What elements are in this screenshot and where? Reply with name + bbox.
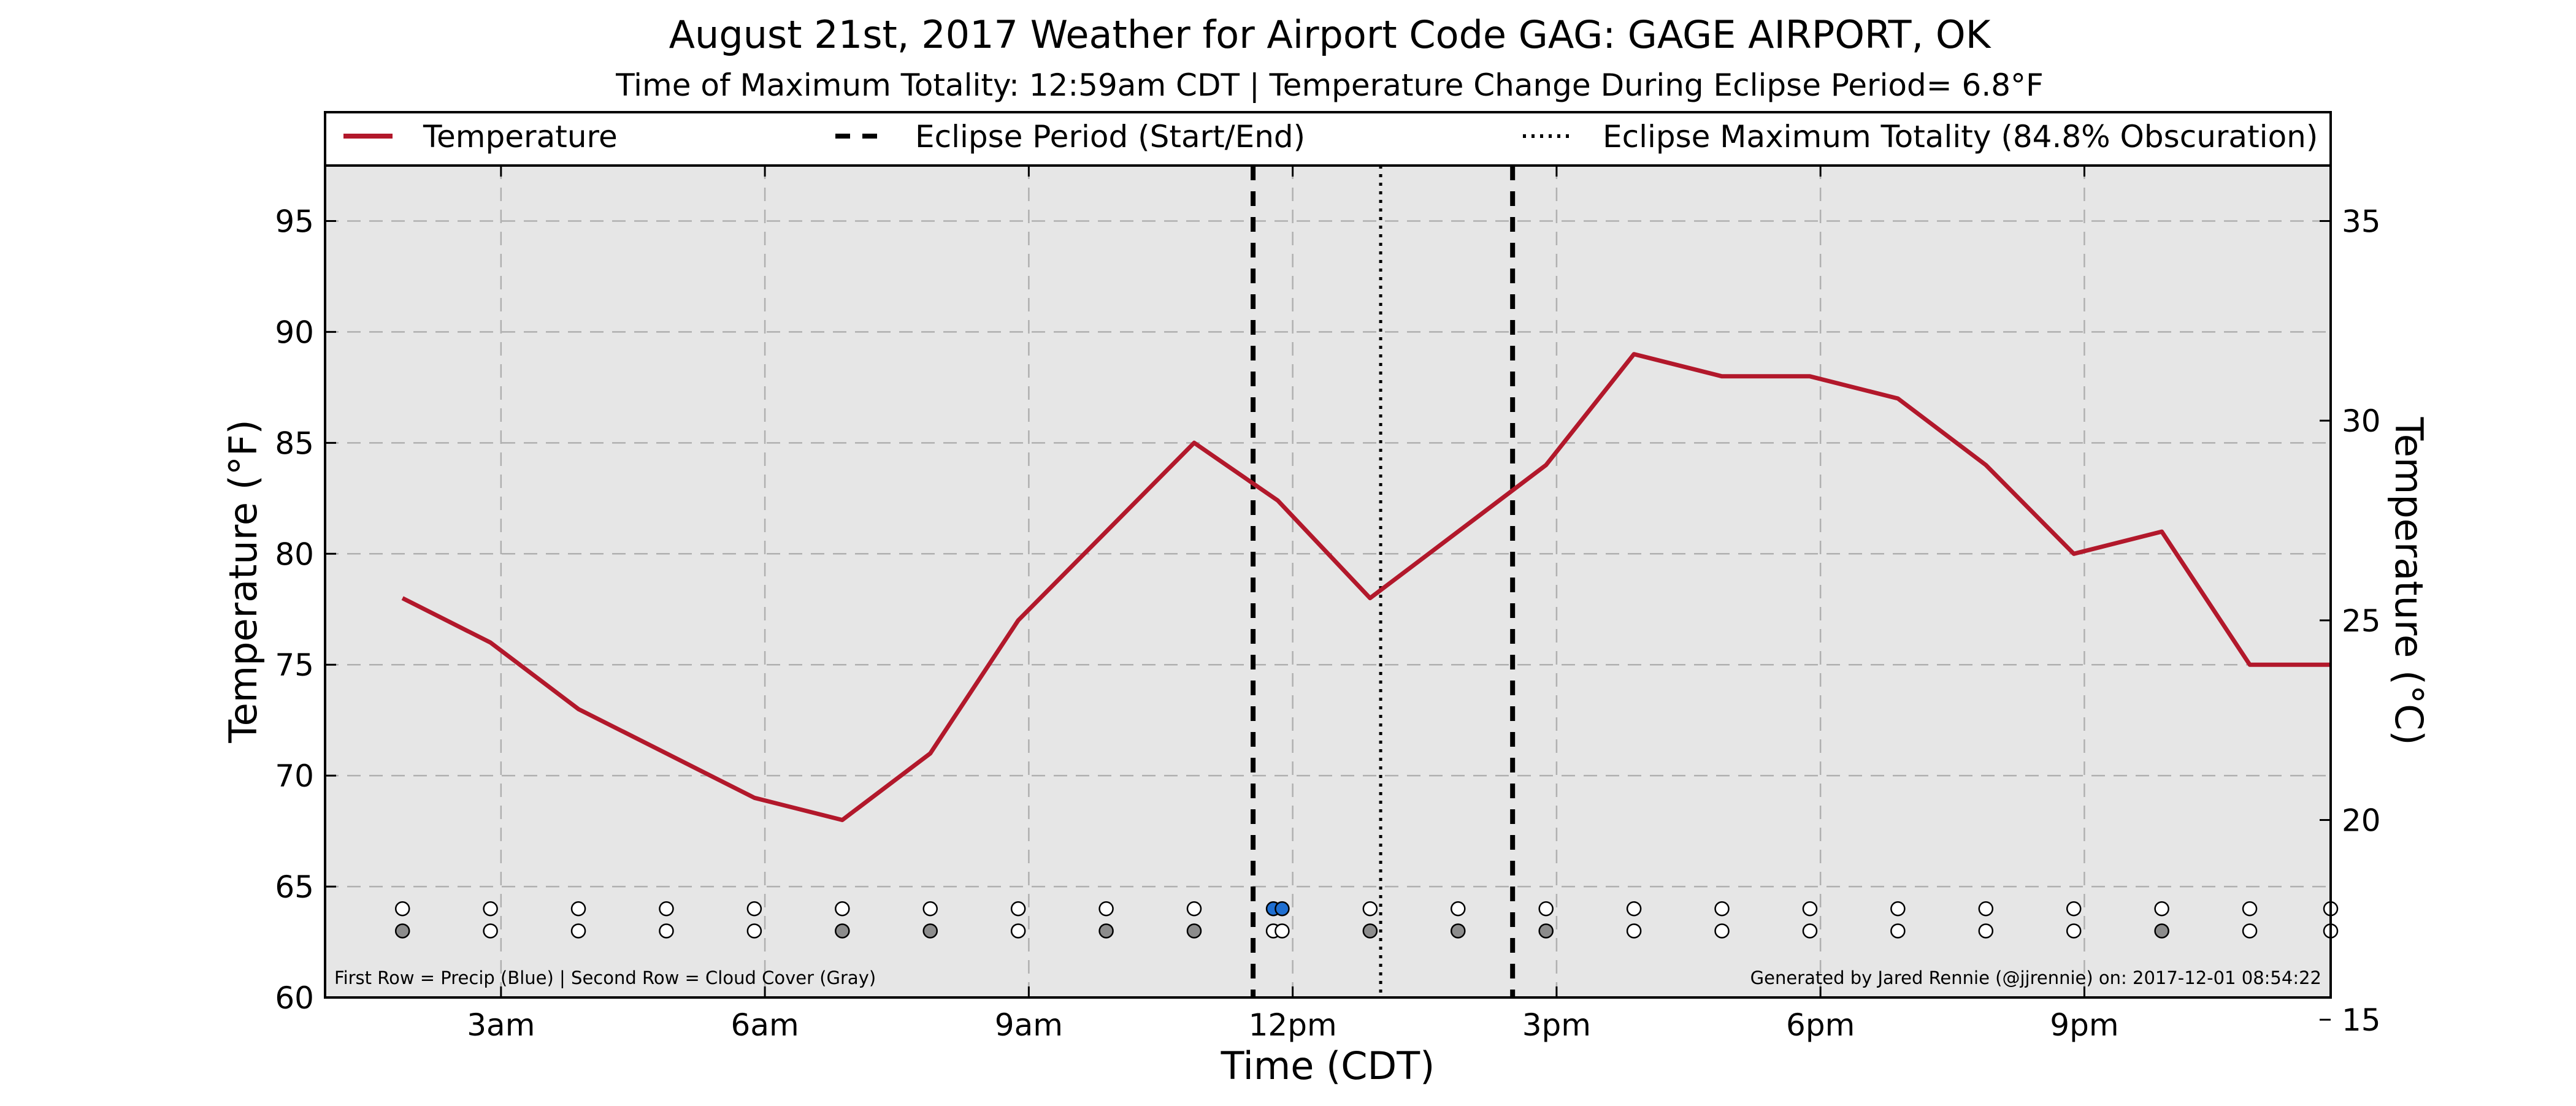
observation-rows xyxy=(394,901,2339,939)
y-tick-label: 65 xyxy=(275,869,314,905)
precip-marker xyxy=(1978,901,1994,917)
y-tick-label: 95 xyxy=(275,204,314,239)
cloud-marker xyxy=(1978,923,1994,939)
precip-marker xyxy=(1275,901,1290,917)
cloud-marker xyxy=(2242,923,2258,939)
footnote-right: Generated by Jared Rennie (@jjrennie) on… xyxy=(1750,967,2321,988)
precip-marker xyxy=(2066,901,2082,917)
cloud-marker xyxy=(483,923,498,939)
precip-marker xyxy=(746,901,762,917)
y-tick-label: 80 xyxy=(275,536,314,572)
cloud-marker xyxy=(2066,923,2082,939)
y-right-tick-label: 30 xyxy=(2342,403,2381,439)
cloud-marker xyxy=(1890,923,1906,939)
y-right-tick-label: 35 xyxy=(2342,204,2381,239)
x-axis-label: Time (CDT) xyxy=(1221,1043,1435,1088)
precip-marker xyxy=(2154,901,2169,917)
precip-marker xyxy=(835,901,850,917)
precip-marker xyxy=(1538,901,1554,917)
x-tick-label: 12pm xyxy=(1249,1007,1337,1043)
precip-marker xyxy=(1451,901,1466,917)
precip-marker xyxy=(1626,901,1642,917)
cloud-marker xyxy=(1802,923,1818,939)
precip-marker xyxy=(1890,901,1906,917)
y-tick-label: 90 xyxy=(275,315,314,350)
cloud-marker xyxy=(570,923,586,939)
cloud-marker xyxy=(394,923,410,939)
x-axis-ticks: 3am 6am 9am 12pm 3pm 6pm 9pm xyxy=(467,166,2119,1043)
precip-marker xyxy=(394,901,410,917)
cloud-marker xyxy=(1451,923,1466,939)
legend-label-eclipse-max: Eclipse Maximum Totality (84.8% Obscurat… xyxy=(1603,119,2318,154)
precip-marker xyxy=(570,901,586,917)
y-right-tick-label: 25 xyxy=(2342,603,2381,639)
y-tick-label: 75 xyxy=(275,647,314,683)
y-axis-label: Temperature (°F) xyxy=(221,419,266,743)
x-tick-label: 9am xyxy=(995,1007,1063,1043)
x-tick-label: 6am xyxy=(731,1007,799,1043)
cloud-marker xyxy=(922,923,938,939)
cloud-marker xyxy=(2154,923,2169,939)
chart-title: August 21st, 2017 Weather for Airport Co… xyxy=(669,12,1991,57)
cloud-marker xyxy=(1714,923,1730,939)
x-tick-label: 3am xyxy=(467,1007,535,1043)
precip-marker xyxy=(1362,901,1378,917)
y-tick-label: 85 xyxy=(275,425,314,461)
precip-marker xyxy=(483,901,498,917)
cloud-marker xyxy=(1010,923,1026,939)
precip-marker xyxy=(1098,901,1114,917)
precip-marker xyxy=(922,901,938,917)
footnote-left: First Row = Precip (Blue) | Second Row =… xyxy=(334,967,876,988)
temperature-series xyxy=(401,352,2331,822)
precip-marker xyxy=(1714,901,1730,917)
x-tick-label: 9pm xyxy=(2050,1007,2118,1043)
y-axis-right-ticks: 15 20 25 30 35 xyxy=(2320,204,2381,1038)
legend: Temperature Eclipse Period (Start/End) E… xyxy=(324,111,2332,167)
cloud-marker xyxy=(1538,923,1554,939)
precip-marker xyxy=(659,901,674,917)
plot-area xyxy=(325,166,2331,997)
eclipse-markers xyxy=(1251,166,1516,997)
y-right-tick-label: 15 xyxy=(2342,1002,2381,1038)
legend-label-temperature: Temperature xyxy=(423,119,618,154)
precip-marker xyxy=(1010,901,1026,917)
y-axis-ticks: 60 65 70 75 80 85 90 95 xyxy=(275,204,336,1016)
cloud-marker xyxy=(1098,923,1114,939)
cloud-marker xyxy=(1275,923,1290,939)
x-tick-label: 3pm xyxy=(1522,1007,1591,1043)
cloud-marker xyxy=(1362,923,1378,939)
cloud-marker xyxy=(659,923,674,939)
cloud-marker xyxy=(835,923,850,939)
legend-label-eclipse-period: Eclipse Period (Start/End) xyxy=(915,119,1305,154)
x-tick-label: 6pm xyxy=(1786,1007,1855,1043)
y-axis-right-label: Temperature (°C) xyxy=(2386,416,2431,745)
cloud-marker xyxy=(1186,923,1202,939)
cloud-marker xyxy=(1626,923,1642,939)
y-tick-label: 70 xyxy=(275,758,314,794)
temperature-line xyxy=(401,352,2331,822)
precip-marker xyxy=(1186,901,1202,917)
y-tick-label: 60 xyxy=(275,980,314,1016)
chart-subtitle: Time of Maximum Totality: 12:59am CDT | … xyxy=(615,67,2044,103)
legend-box xyxy=(324,111,2332,167)
y-right-tick-label: 20 xyxy=(2342,803,2381,839)
precip-marker xyxy=(2242,901,2258,917)
cloud-marker xyxy=(746,923,762,939)
precip-marker xyxy=(1802,901,1818,917)
